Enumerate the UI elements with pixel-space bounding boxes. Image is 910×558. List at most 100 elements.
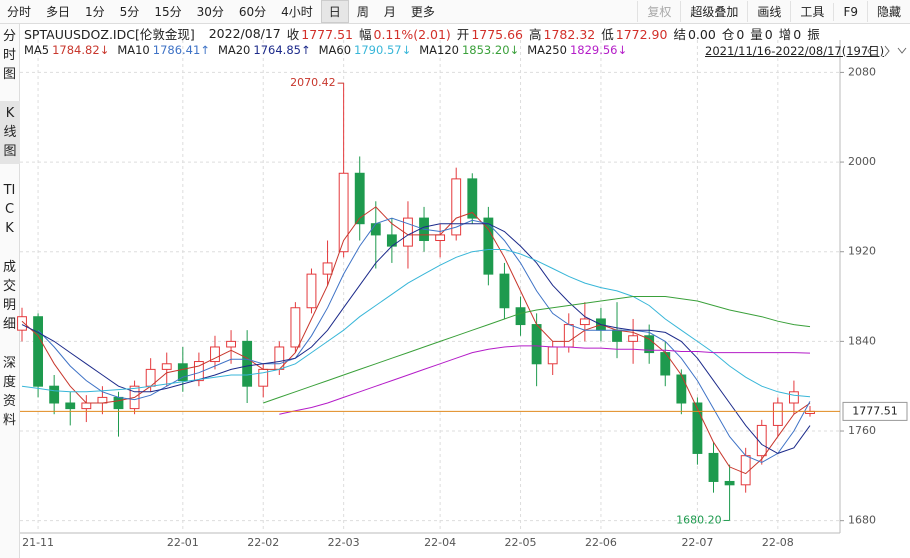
candle-body [49, 385, 60, 404]
info-label: 量 [750, 26, 763, 42]
candle-body [515, 307, 526, 326]
dropdown[interactable] [897, 47, 907, 54]
x-tick-label: 22-02 [247, 536, 279, 549]
price-tag-label: 1777.51 [852, 404, 898, 417]
period-tab[interactable]: 多日 [46, 5, 71, 19]
info-value: 0.11%(2.01) [373, 26, 451, 42]
ma-line [21, 223, 811, 454]
candle-body [210, 346, 220, 363]
legend-value: 1829.56↓ [569, 43, 628, 57]
ma-line [21, 249, 811, 398]
side-tabs: 分时图 K线图 TICK 成交明细深度资料 [0, 24, 20, 558]
tool-button[interactable]: 隐藏 [866, 1, 910, 22]
price-tag [842, 401, 908, 421]
side-tab[interactable]: TICK [3, 183, 16, 236]
tool-button[interactable]: 复权 [637, 1, 680, 22]
tool-button[interactable]: 工具 [790, 1, 833, 22]
candle-body [756, 424, 767, 457]
candle-body [338, 172, 349, 253]
period-tab[interactable]: 月 [383, 5, 396, 19]
candle-body [692, 402, 703, 454]
info-field: 低 1772.90 [601, 24, 667, 43]
candle-body [33, 316, 44, 387]
side-tab[interactable]: 分时图 [2, 29, 16, 82]
candle-body [242, 340, 253, 387]
candle-body [788, 391, 799, 404]
legend-name: MA60 [318, 43, 352, 57]
period-tab[interactable]: 15分 [154, 5, 182, 19]
candle-body [660, 352, 671, 376]
y-tick-label: 1760 [848, 424, 876, 437]
legend-name: MA120 [419, 43, 459, 57]
annotation: 2070.42 [290, 76, 336, 89]
toolbar: 分时 多日 1分 5分 15分 30分 60分 4小时日周月更多 复权 超级叠加 画线 工具 F9 隐藏 [0, 0, 910, 24]
period-tab[interactable]: 60分 [238, 5, 267, 19]
info-field: 幅 0.11%(2.01) [359, 24, 451, 43]
candle-body [676, 374, 687, 404]
ma-line [279, 345, 811, 415]
x-tick-label: 22-07 [681, 536, 713, 549]
period-tab[interactable]: 30分 [196, 5, 224, 19]
side-tab[interactable]: K线图 [0, 101, 20, 164]
info-label: 增 [778, 26, 792, 42]
tool-button[interactable]: 画线 [747, 1, 790, 22]
period-tab[interactable]: 日 [320, 0, 349, 23]
x-tick-label: 22-06 [585, 536, 617, 549]
period-tabs: 分时 多日 1分 5分 15分 30分 60分 4小时日周月更多 [0, 0, 443, 23]
candle-body [177, 363, 188, 382]
period-tab[interactable]: 更多 [410, 5, 435, 19]
legend-value: 1786.41↑ [152, 43, 210, 57]
candle-body [451, 178, 462, 236]
candle-body [370, 223, 381, 236]
info-label: 收 [286, 26, 300, 42]
nav-arrows[interactable] [867, 45, 890, 57]
tool-button[interactable]: 超级叠加 [680, 1, 747, 22]
legend-value: 1764.85↑ [253, 43, 311, 57]
candle-body [724, 480, 735, 486]
date: 2022/08/17 [208, 25, 281, 41]
candle-body [547, 346, 558, 365]
period-tab[interactable]: 4小时 [281, 5, 313, 19]
tool-button[interactable]: F9 [833, 2, 867, 21]
period-tab[interactable]: 1分 [85, 5, 105, 19]
side-tab[interactable]: 深度资料 [2, 356, 16, 428]
ma-line [263, 296, 811, 404]
info-value: 0 [736, 26, 745, 42]
legend-entry: MA120 1853.20↓ [419, 43, 519, 57]
candle-body [354, 172, 365, 225]
candle-body [65, 402, 76, 410]
info-label: 结 [673, 26, 686, 42]
legend-name: MA5 [24, 43, 50, 57]
candle-body [579, 318, 590, 326]
legend-name: MA250 [527, 43, 567, 57]
period-tab[interactable]: 周 [356, 5, 369, 19]
y-tick-label: 1920 [848, 245, 876, 258]
x-tick-label: 22-08 [762, 536, 794, 549]
date-range[interactable]: 2021/11/16-2022/08/17(197日) [705, 44, 885, 58]
legend-entry: MA10 1786.41↑ [117, 43, 210, 57]
symbol: SPTAUUSDOZ.IDC[伦敦金现] [24, 26, 195, 42]
candle-body [113, 396, 124, 410]
annotation: 1680.20 [676, 513, 722, 526]
legend-value: 1853.20↓ [461, 43, 520, 57]
info-value: 1777.51 [301, 26, 353, 42]
tools: 复权 超级叠加 画线 工具 F9 隐藏 [637, 0, 910, 23]
info-label: 仓 [721, 26, 735, 42]
x-tick-label: 22-05 [505, 536, 537, 549]
side-tab[interactable]: 成交明细 [2, 260, 16, 332]
info-value: 0.00 [687, 26, 716, 42]
y-tick-label: 2000 [848, 155, 876, 168]
x-tick-label: 22-01 [167, 536, 199, 549]
legend-entry: MA20 1764.85↑ [218, 43, 311, 57]
period-tab[interactable]: 5分 [119, 5, 140, 19]
candle-body [612, 329, 622, 342]
candle-body [644, 335, 655, 354]
info-value: 1772.90 [615, 26, 668, 42]
info-label: 开 [456, 26, 470, 42]
info-label: 低 [601, 26, 614, 42]
period-tab[interactable]: 分时 [7, 5, 32, 19]
